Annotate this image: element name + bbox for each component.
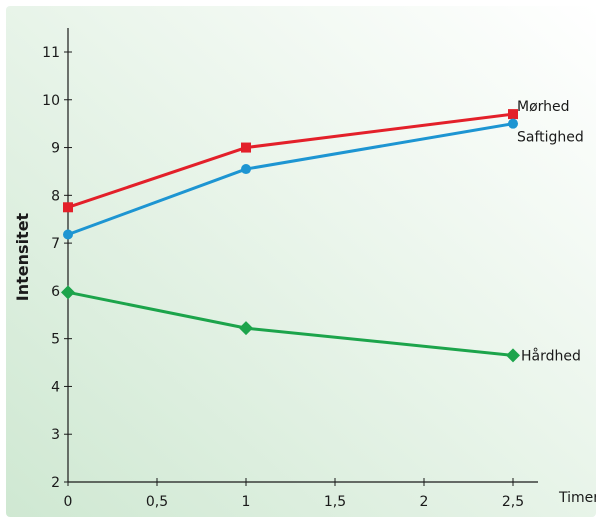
data-point <box>241 142 251 153</box>
data-point <box>508 118 518 129</box>
x-tick-label: 2 <box>420 494 429 510</box>
y-tick-label: 9 <box>51 141 60 157</box>
series-label: Saftighed <box>517 130 584 146</box>
y-tick-label: 2 <box>51 475 60 491</box>
y-tick-label: 8 <box>51 188 60 204</box>
x-tick-label: 1 <box>242 494 251 510</box>
y-tick-label: 5 <box>51 332 60 348</box>
series-label: Hårdhed <box>521 347 581 364</box>
x-axis-label: Timer <box>558 490 596 506</box>
data-point <box>63 202 73 213</box>
y-tick-label: 4 <box>51 379 60 395</box>
y-tick-label: 10 <box>42 93 60 109</box>
data-point <box>241 164 251 175</box>
x-tick-label: 0 <box>64 494 73 510</box>
y-tick-label: 6 <box>51 284 60 300</box>
data-point <box>61 285 75 300</box>
chart-panel: 2 3 4 5 6 7 8 9 10 11 0 0,5 1 1,5 2 2,5 Timer Intensitet … <box>6 6 596 517</box>
data-point <box>506 348 520 363</box>
x-tick-label: 1,5 <box>324 494 346 510</box>
y-tick-label: 3 <box>51 427 60 443</box>
chart-background <box>6 6 596 517</box>
y-tick-label: 11 <box>42 45 60 61</box>
series-label: Mørhed <box>517 99 570 115</box>
data-point <box>63 229 73 240</box>
data-point <box>239 321 253 336</box>
y-tick-label: 7 <box>51 236 60 252</box>
x-tick-label: 0,5 <box>146 494 168 510</box>
x-tick-label: 2,5 <box>502 494 524 510</box>
data-point <box>508 109 518 120</box>
y-axis-label: Intensitet <box>13 212 32 301</box>
